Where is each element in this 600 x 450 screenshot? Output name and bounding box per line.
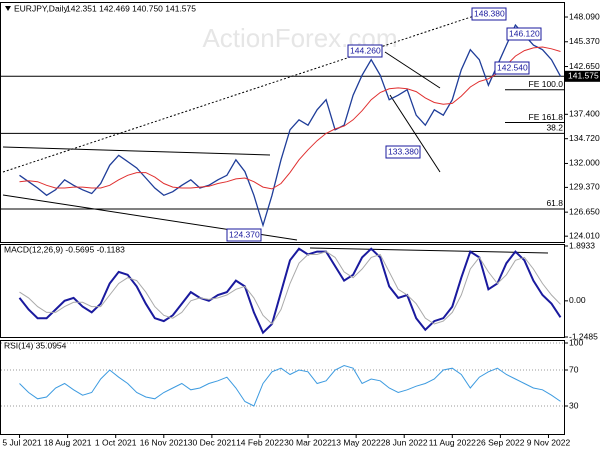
y-tick-label: 134.720: [569, 133, 600, 143]
series-line: [19, 251, 561, 325]
price-box: [565, 70, 600, 82]
x-tick-label: 30 Dec 2021: [188, 437, 236, 447]
x-tick-label: 30 Mar 2022: [284, 437, 332, 447]
x-tick-label: 28 Jun 2022: [381, 437, 428, 447]
x-tick-label: 11 Aug 2022: [429, 437, 476, 447]
rsi-title: RSI(14) 35.0954: [4, 340, 67, 350]
y-tick-label: 142.650: [569, 61, 600, 71]
annotation-box: [226, 228, 262, 242]
annotation-box: [471, 7, 507, 21]
channel-top: [2, 146, 271, 156]
x-tick-label: 9 Nov 2022: [527, 437, 571, 447]
fib-label: FE 100.0: [529, 79, 564, 89]
x-tick-label: 16 Nov 2021: [140, 437, 188, 447]
x-tick-label: 18 Aug 2021: [44, 437, 92, 447]
x-tick-label: 13 May 2022: [332, 437, 381, 447]
macd-title: MACD(12,26,9) -0.5695 -0.1183: [4, 244, 125, 254]
fib-label: FE 161.8: [529, 112, 564, 122]
y-tick-label: -1.2485: [569, 331, 598, 341]
annotation-label: 146.120: [509, 28, 540, 38]
y-tick-label: 148.090: [569, 11, 600, 21]
fib-label: 61.8: [546, 198, 563, 208]
y-tick-label: 30: [569, 400, 579, 410]
series-line: [19, 23, 562, 228]
y-tick-label: 137.400: [569, 109, 600, 119]
annotation-box: [347, 44, 383, 58]
x-tick-label: 14 Feb 2022: [236, 437, 284, 447]
series-line: [18, 247, 562, 335]
fib-label: 38.2: [546, 123, 563, 133]
annotation-label: 133.380: [388, 146, 419, 156]
y-tick-label: 124.010: [569, 230, 600, 240]
annotation-label: 148.380: [474, 8, 505, 18]
annotation-box: [385, 145, 421, 159]
y-tick-label: 129.370: [569, 182, 600, 192]
y-tick-label: 145.370: [569, 36, 600, 46]
y-tick-label: 126.650: [569, 206, 600, 216]
series-line: [19, 46, 561, 190]
annotation-label: 144.260: [350, 45, 381, 55]
macd-panel: [0, 244, 565, 338]
price-title: EURJPY,Daily: [14, 3, 68, 13]
annotation-label: 124.370: [229, 229, 260, 239]
y-tick-label: 1.8933: [569, 240, 595, 250]
x-tick-label: 1 Oct 2021: [95, 437, 137, 447]
x-tick-label: 5 Jul 2021: [2, 437, 41, 447]
annotation-box: [494, 61, 530, 75]
x-tick-label: 26 Sep 2022: [476, 437, 524, 447]
annotation-box: [506, 27, 542, 41]
y-tick-label: 0.00: [569, 295, 586, 305]
y-tick-label: 100: [569, 337, 583, 347]
rsi-panel: [0, 340, 565, 435]
trendline: [384, 51, 441, 89]
y-tick-label: 70: [569, 364, 579, 374]
y-tick-label: 132.000: [569, 158, 600, 168]
price-ohlc: 142.351 142.469 140.750 141.575: [66, 3, 196, 13]
collapse-icon: [5, 6, 11, 11]
series-line: [19, 364, 561, 407]
annotation-label: 142.540: [497, 62, 528, 72]
macd-trendline: [309, 247, 549, 254]
price-box-label: 141.575: [568, 71, 599, 81]
